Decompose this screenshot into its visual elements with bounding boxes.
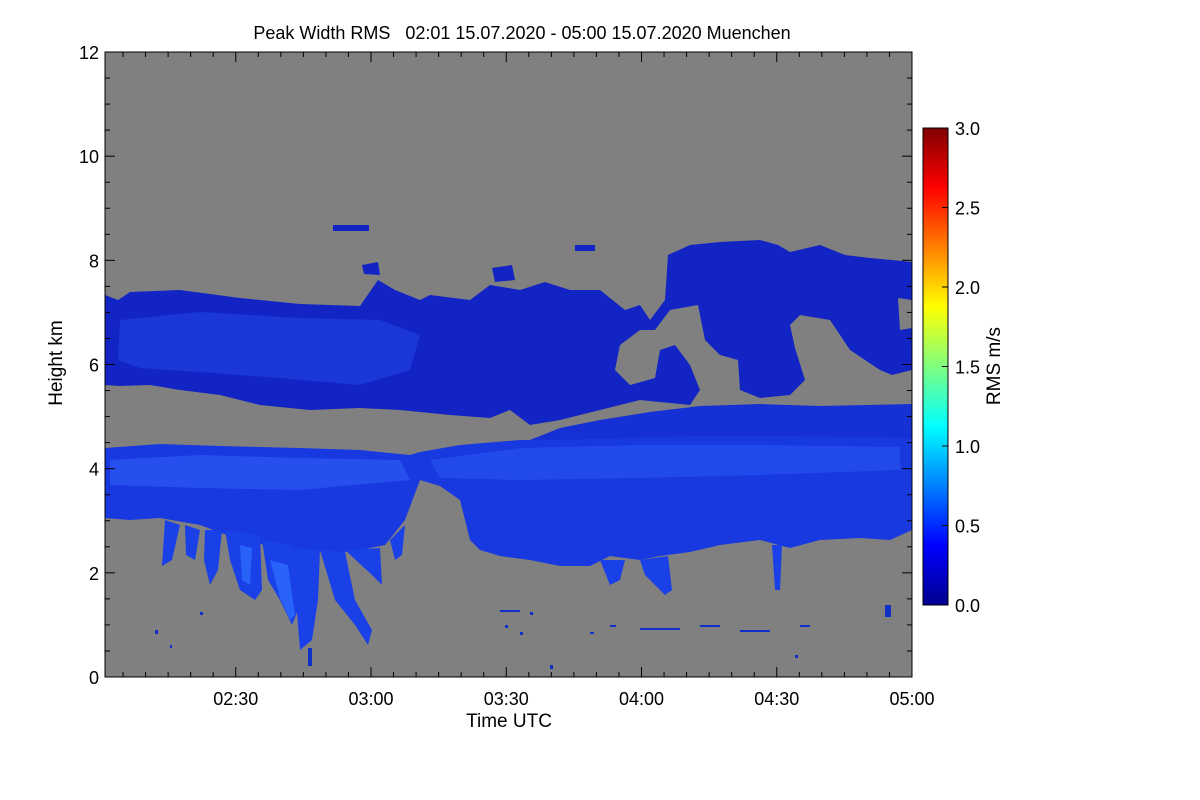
fall-streak-highlights (240, 545, 295, 620)
low-level-noise (155, 605, 891, 669)
x-axis-label: Time UTC (466, 711, 552, 732)
y-axis: 0 2 4 6 8 10 12 (79, 43, 912, 688)
y-axis-label: Height km (46, 320, 67, 406)
y-tick-label: 6 (89, 356, 99, 376)
chart-title: Peak Width RMS 02:01 15.07.2020 - 05:00 … (253, 23, 790, 43)
y-tick-label: 2 (89, 564, 99, 584)
lower-cloud-highlight (110, 455, 410, 490)
colorbar-label: RMS m/s (984, 327, 1005, 405)
y-tick-label: 0 (89, 668, 99, 688)
colorbar-ticks: 0.0 0.5 1.0 1.5 2.0 2.5 3.0 (942, 119, 980, 616)
colorbar-tick-label: 0.5 (955, 517, 980, 537)
heatmap-data (105, 225, 912, 669)
y-tick-label: 8 (89, 251, 99, 271)
y-tick-label: 10 (79, 147, 99, 167)
x-tick-label: 02:30 (213, 689, 258, 709)
colorbar-tick-label: 1.0 (955, 437, 980, 457)
x-tick-label: 05:00 (889, 689, 934, 709)
x-tick-label: 03:00 (348, 689, 393, 709)
colorbar-tick-label: 1.5 (955, 358, 980, 378)
x-tick-label: 03:30 (484, 689, 529, 709)
upper-cloud-highlight (118, 312, 420, 385)
cloud-fragment (333, 225, 369, 231)
x-axis: 02:30 03:00 03:30 04:00 04:30 05:00 (122, 52, 935, 709)
colorbar-tick-label: 3.0 (955, 119, 980, 139)
x-tick-label: 04:00 (619, 689, 664, 709)
y-tick-label: 4 (89, 460, 99, 480)
cloud-fragment (575, 245, 595, 251)
colorbar-tick-label: 0.0 (955, 596, 980, 616)
colorbar-tick-label: 2.0 (955, 278, 980, 298)
y-tick-label: 12 (79, 43, 99, 63)
x-tick-label: 04:30 (754, 689, 799, 709)
cloud-fragment (492, 265, 515, 282)
lower-cloud-highlight (430, 445, 900, 480)
cloud-fragment (362, 262, 380, 275)
colorbar-tick-label: 2.5 (955, 199, 980, 219)
